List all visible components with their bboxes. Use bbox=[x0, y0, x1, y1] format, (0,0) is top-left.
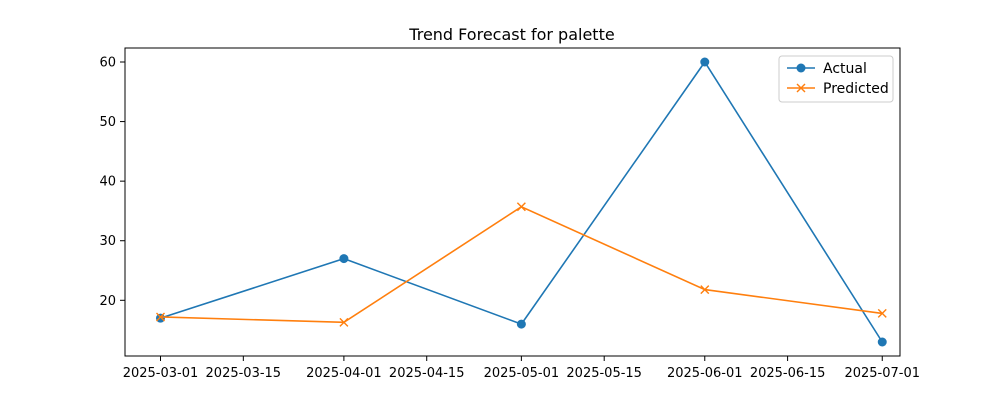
data-point-predicted bbox=[700, 285, 710, 295]
x-tick-label: 2025-03-01 bbox=[123, 366, 199, 381]
data-point-actual bbox=[516, 319, 526, 329]
legend-entry-predicted: Predicted bbox=[787, 81, 889, 97]
data-point-actual bbox=[700, 57, 710, 67]
plot-area bbox=[155, 57, 887, 347]
x-tick-label: 2025-06-15 bbox=[750, 366, 826, 381]
x-tick-label: 2025-03-15 bbox=[206, 366, 282, 381]
data-point-actual bbox=[339, 254, 349, 264]
legend-entry-actual: Actual bbox=[787, 61, 867, 77]
x-tick-label: 2025-04-15 bbox=[389, 366, 465, 381]
x-tick-label: 2025-05-15 bbox=[566, 366, 642, 381]
legend-label: Predicted bbox=[823, 81, 889, 97]
data-point-predicted bbox=[877, 308, 887, 318]
x-tick-label: 2025-06-01 bbox=[667, 366, 743, 381]
y-tick-label: 30 bbox=[99, 234, 116, 249]
chart-title: Trend Forecast for palette bbox=[408, 25, 614, 44]
data-point-predicted bbox=[156, 312, 165, 322]
data-point-actual bbox=[877, 337, 887, 347]
x-tick-label: 2025-05-01 bbox=[484, 366, 560, 381]
legend: Actual Predicted bbox=[778, 55, 894, 103]
y-tick-label: 20 bbox=[99, 294, 116, 309]
data-point-actual bbox=[155, 313, 165, 323]
data-point-predicted bbox=[516, 202, 526, 212]
y-tick-label: 40 bbox=[99, 175, 116, 190]
plot-frame bbox=[124, 47, 901, 357]
legend-label: Actual bbox=[823, 61, 867, 77]
y-tick-label: 50 bbox=[99, 115, 116, 130]
axes: 2025-03-01 2025-03-15 2025-04-01 2025-04-15… bbox=[99, 47, 920, 381]
data-point-predicted bbox=[339, 317, 349, 327]
series-line-predicted bbox=[160, 205, 883, 324]
x-tick-label: 2025-07-01 bbox=[844, 366, 920, 381]
y-tick-label: 60 bbox=[99, 56, 116, 71]
series-line-actual bbox=[160, 60, 883, 343]
x-tick-label: 2025-04-01 bbox=[306, 366, 382, 381]
